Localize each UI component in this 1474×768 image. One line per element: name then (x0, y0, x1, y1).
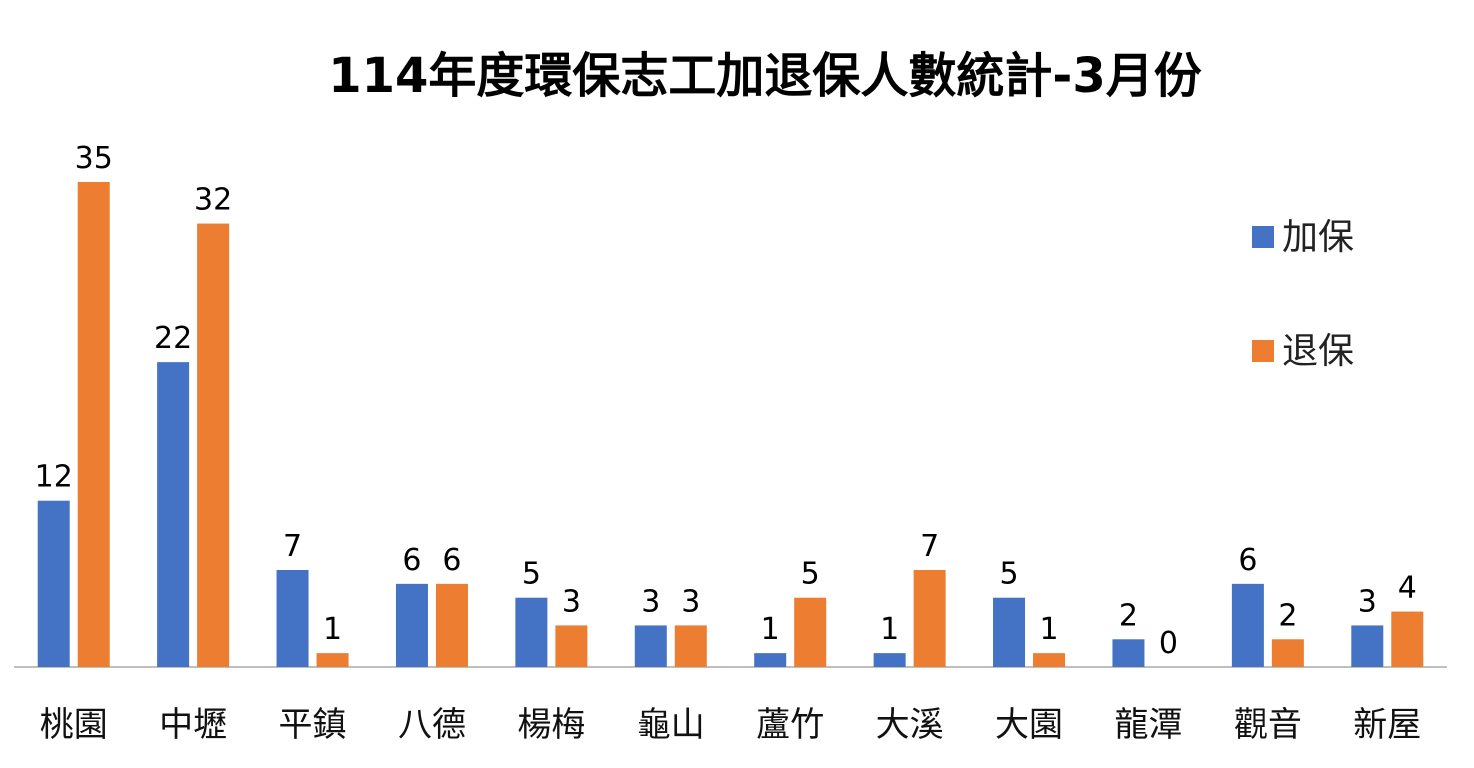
bar-join-6 (754, 653, 787, 667)
data-label-leave-0: 35 (75, 141, 113, 176)
bar-join-4 (515, 597, 548, 667)
bar-join-8 (993, 597, 1026, 667)
x-tick-label-0: 桃園 (40, 705, 108, 745)
x-tick-label-10: 觀音 (1234, 705, 1302, 745)
bar-join-9 (1112, 639, 1145, 667)
bar-leave-8 (1033, 653, 1066, 667)
bar-leave-2 (316, 653, 349, 667)
legend-label-0: 加保 (1282, 217, 1354, 258)
bar-leave-6 (794, 597, 827, 667)
bar-leave-4 (555, 625, 588, 667)
bar-join-11 (1351, 625, 1384, 667)
bar-join-7 (873, 653, 906, 667)
bar-join-2 (276, 570, 309, 667)
x-tick-label-8: 大園 (995, 705, 1063, 745)
data-label-join-5: 3 (641, 584, 660, 619)
bar-join-1 (157, 362, 190, 667)
bars-layer (37, 182, 1424, 668)
bar-leave-1 (197, 223, 230, 668)
data-label-join-10: 6 (1238, 543, 1257, 578)
data-label-join-4: 5 (522, 557, 541, 592)
chart-title: 114年度環保志工加退保人數統計-3月份 (328, 48, 1202, 104)
data-label-join-11: 3 (1358, 584, 1377, 619)
bar-leave-7 (913, 570, 946, 667)
bar-leave-5 (674, 625, 707, 667)
bar-leave-3 (435, 583, 468, 667)
x-tick-label-7: 大溪 (876, 705, 944, 745)
x-tick-label-3: 八德 (398, 705, 466, 745)
data-label-leave-1: 32 (194, 183, 232, 218)
x-tick-label-4: 楊梅 (517, 705, 585, 745)
bar-join-5 (634, 625, 667, 667)
data-label-join-8: 5 (999, 557, 1018, 592)
bar-join-10 (1231, 583, 1264, 667)
x-tick-label-9: 龍潭 (1114, 705, 1182, 745)
data-label-leave-4: 3 (562, 584, 581, 619)
x-tick-label-5: 龜山 (637, 705, 705, 745)
data-label-join-0: 12 (35, 460, 73, 495)
data-label-join-2: 7 (283, 529, 302, 564)
x-tick-labels-layer: 桃園 中壢 平鎮 八德 楊梅 龜山 蘆竹 大溪 大園 龍潭 觀音 新屋 (40, 705, 1422, 745)
bar-leave-0 (77, 182, 110, 667)
bar-join-0 (37, 500, 70, 667)
data-label-leave-9: 0 (1159, 626, 1178, 661)
data-label-leave-11: 4 (1398, 571, 1417, 606)
data-label-leave-2: 1 (323, 612, 342, 647)
data-label-leave-10: 2 (1278, 598, 1297, 633)
legend-swatch-1 (1252, 340, 1274, 362)
x-tick-label-11: 新屋 (1353, 705, 1421, 745)
data-label-join-6: 1 (761, 612, 780, 647)
x-tick-label-1: 中壢 (159, 705, 227, 745)
data-label-join-9: 2 (1119, 598, 1138, 633)
legend-swatch-0 (1252, 226, 1274, 248)
data-label-leave-7: 7 (920, 529, 939, 564)
data-label-leave-5: 3 (681, 584, 700, 619)
data-label-join-3: 6 (402, 543, 421, 578)
legend-label-1: 退保 (1282, 331, 1354, 372)
legend-item-0: 加保 (1252, 217, 1354, 258)
x-tick-label-2: 平鎮 (279, 705, 347, 745)
data-label-leave-6: 5 (801, 557, 820, 592)
data-label-join-7: 1 (880, 612, 899, 647)
bar-join-3 (395, 583, 428, 667)
data-label-leave-8: 1 (1039, 612, 1058, 647)
x-tick-label-6: 蘆竹 (756, 705, 824, 745)
bar-leave-11 (1391, 611, 1424, 667)
data-label-leave-3: 6 (442, 543, 461, 578)
bar-leave-10 (1271, 639, 1304, 667)
legend-item-1: 退保 (1252, 331, 1354, 372)
data-label-join-1: 22 (154, 321, 192, 356)
